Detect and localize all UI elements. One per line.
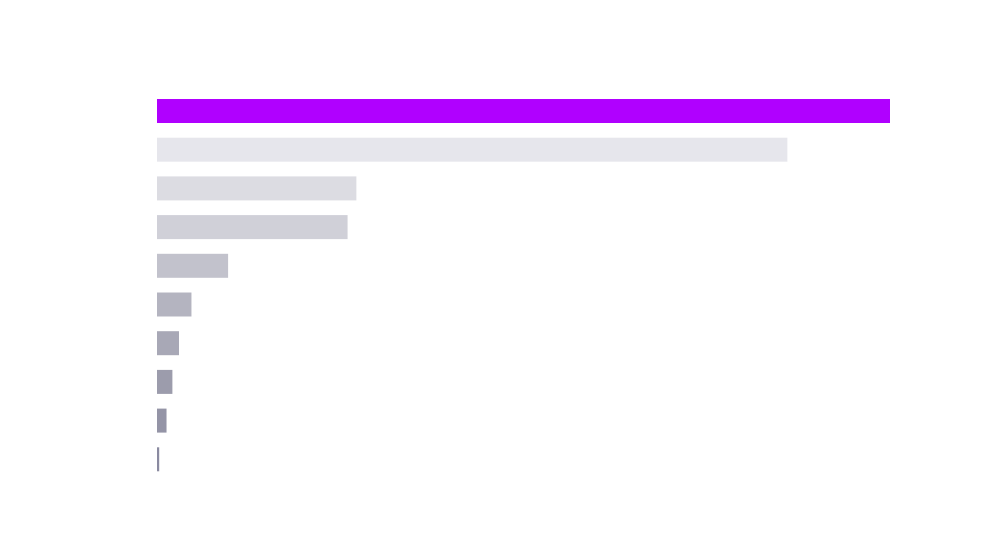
bar — [157, 331, 179, 356]
bar — [157, 137, 788, 162]
bar — [157, 292, 192, 317]
bar — [157, 369, 173, 394]
bar — [157, 176, 357, 201]
bar — [157, 99, 890, 123]
bar — [157, 447, 160, 472]
bar — [157, 215, 348, 240]
bar — [157, 253, 229, 278]
bar — [157, 408, 167, 433]
